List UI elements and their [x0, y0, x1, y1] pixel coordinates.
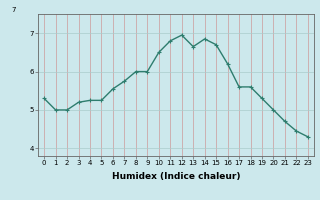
Text: 7: 7 [12, 7, 16, 13]
X-axis label: Humidex (Indice chaleur): Humidex (Indice chaleur) [112, 172, 240, 181]
